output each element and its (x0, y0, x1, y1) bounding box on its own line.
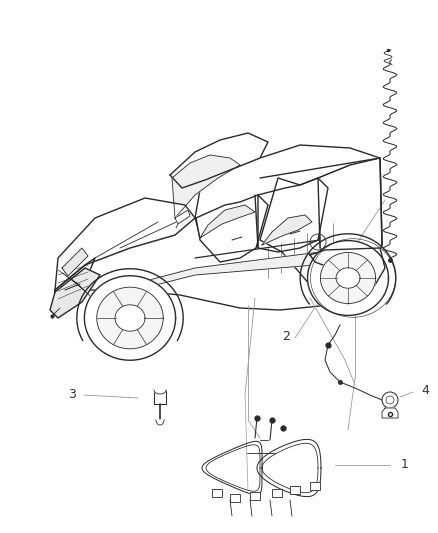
Polygon shape (55, 198, 195, 290)
Polygon shape (97, 287, 163, 349)
Polygon shape (156, 420, 164, 425)
Polygon shape (55, 145, 382, 310)
Bar (212, 489, 222, 497)
Polygon shape (260, 158, 382, 285)
Polygon shape (200, 205, 255, 238)
Polygon shape (128, 252, 335, 292)
Polygon shape (258, 178, 328, 252)
Bar (272, 489, 282, 497)
Polygon shape (172, 155, 240, 218)
Bar (154, 390, 166, 404)
Polygon shape (85, 276, 176, 360)
Polygon shape (262, 215, 312, 245)
Polygon shape (321, 253, 376, 303)
Polygon shape (336, 268, 360, 288)
Circle shape (382, 392, 398, 408)
Bar (250, 492, 260, 500)
Polygon shape (307, 240, 389, 316)
Text: 2: 2 (282, 330, 290, 343)
Text: 4: 4 (421, 384, 429, 397)
Polygon shape (115, 305, 145, 331)
Polygon shape (382, 408, 398, 418)
Bar (230, 494, 240, 502)
Polygon shape (62, 248, 88, 276)
Bar (290, 486, 300, 494)
Text: 1: 1 (401, 458, 409, 472)
Text: 3: 3 (68, 389, 76, 401)
Polygon shape (310, 248, 385, 285)
Polygon shape (50, 268, 100, 318)
Polygon shape (175, 210, 190, 224)
Polygon shape (154, 390, 166, 394)
Polygon shape (196, 195, 268, 262)
Bar (310, 482, 320, 490)
Polygon shape (170, 133, 268, 188)
Polygon shape (55, 258, 95, 310)
